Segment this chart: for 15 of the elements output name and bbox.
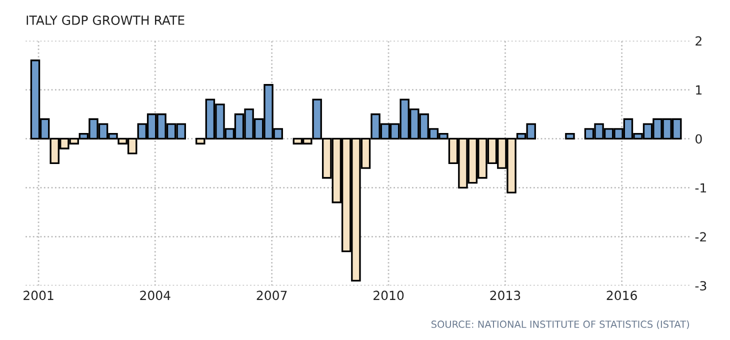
y-tick-label: -2 (695, 232, 706, 242)
chart-title: ITALY GDP GROWTH RATE (26, 16, 184, 25)
y-tick-label: -3 (695, 281, 706, 291)
y-tick-label: 2 (696, 36, 702, 46)
y-tick-label: 0 (696, 134, 702, 144)
x-tick-label: 2004 (140, 290, 170, 300)
x-tick-label: 2010 (374, 290, 404, 300)
x-tick-label: 2007 (256, 290, 287, 300)
x-tick-label: 2013 (490, 290, 520, 300)
y-tick-label: -1 (695, 183, 706, 192)
x-tick-label: 2016 (606, 290, 637, 300)
source-note: SOURCE: NATIONAL INSTITUTE OF STATISTICS (ISTAT) (432, 320, 690, 330)
bar (565, 132, 575, 140)
y-tick-label: 1 (696, 85, 702, 95)
x-tick-label: 2001 (24, 290, 54, 300)
